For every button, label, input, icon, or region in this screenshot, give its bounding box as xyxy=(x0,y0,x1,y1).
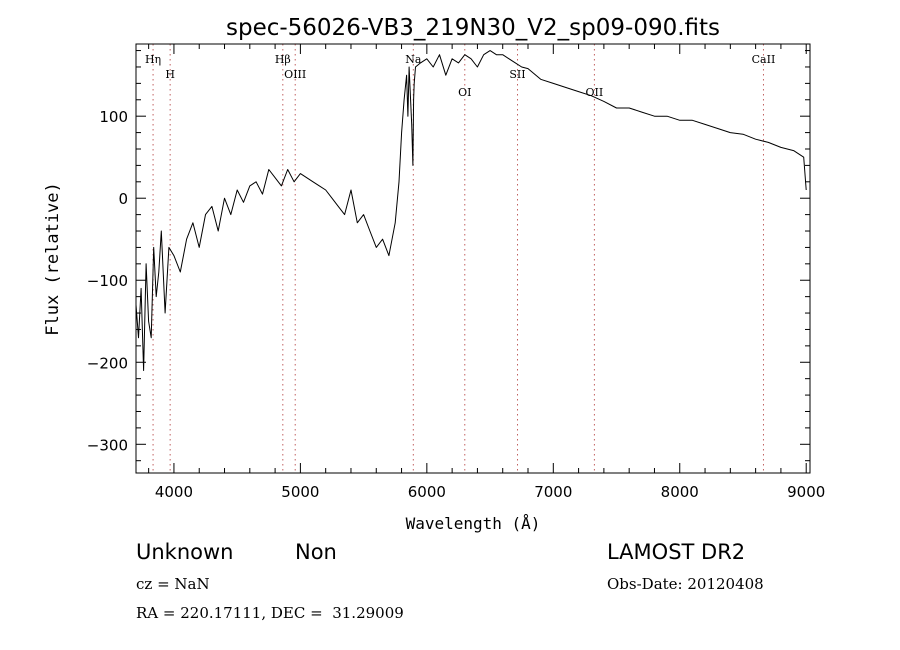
line-marker-label: Hη xyxy=(145,53,161,66)
obs-date: Obs-Date: 20120408 xyxy=(607,575,764,593)
x-tick-label: 7000 xyxy=(534,483,572,501)
x-tick-label: 6000 xyxy=(408,483,446,501)
plot-frame xyxy=(135,43,811,474)
x-tick-label: 9000 xyxy=(787,483,825,501)
line-marker-label: CaII xyxy=(752,53,776,66)
x-tick-label: 4000 xyxy=(155,483,193,501)
y-tick-label: −200 xyxy=(87,354,128,372)
y-tick-label: −300 xyxy=(87,436,128,454)
x-tick-label: 8000 xyxy=(661,483,699,501)
y-axis-label: Flux (relative) xyxy=(43,182,63,336)
y-tick-label: 100 xyxy=(99,108,128,126)
line-marker-label: H xyxy=(165,68,175,81)
spectrum-layer xyxy=(135,50,807,371)
chart-title: spec-56026-VB3_219N30_V2_sp09-090.fits xyxy=(226,15,720,41)
x-tick-label: 5000 xyxy=(281,483,319,501)
y-tick-label: 0 xyxy=(118,190,128,208)
line-marker-label: Hβ xyxy=(275,53,291,66)
axis-layer: 4000 5000 6000 7000 8000 9000 −300 −200 −100 0 100 xyxy=(87,44,825,501)
object-class: Unknown xyxy=(136,540,234,564)
spectrum-series-0 xyxy=(135,50,807,371)
line-marker-label: Na xyxy=(405,53,422,66)
object-subclass: Non xyxy=(295,540,337,564)
line-marker-label: SII xyxy=(509,68,525,81)
line-marker-label: OIII xyxy=(284,68,306,81)
ra-dec-coordinates: RA = 220.17111, DEC = 31.29009 xyxy=(136,604,404,622)
survey-label: LAMOST DR2 xyxy=(607,540,746,564)
line-marker-label: OI xyxy=(458,86,471,99)
y-tick-label: −100 xyxy=(87,272,128,290)
x-axis-label: Wavelength (Å) xyxy=(406,514,541,533)
redshift-cz: cz = NaN xyxy=(136,575,210,593)
